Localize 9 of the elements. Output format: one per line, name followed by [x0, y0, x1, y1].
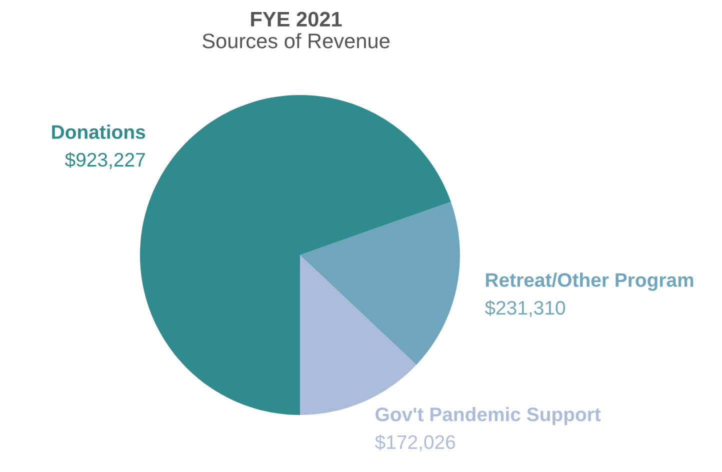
data-label: $172,026	[375, 434, 456, 452]
slice-label: Gov't Pandemic Support	[376, 407, 601, 426]
pie-slice	[300, 202, 460, 365]
chart-title: FYE 2021	[251, 12, 342, 27]
data-label: $231,310	[484, 300, 566, 318]
chart-subtitle: Sources of Revenue	[202, 33, 390, 48]
slice-label: Retreat/Other Program	[486, 272, 694, 291]
data-label: $923,227	[64, 152, 145, 169]
slice-label: Donations	[52, 124, 146, 139]
